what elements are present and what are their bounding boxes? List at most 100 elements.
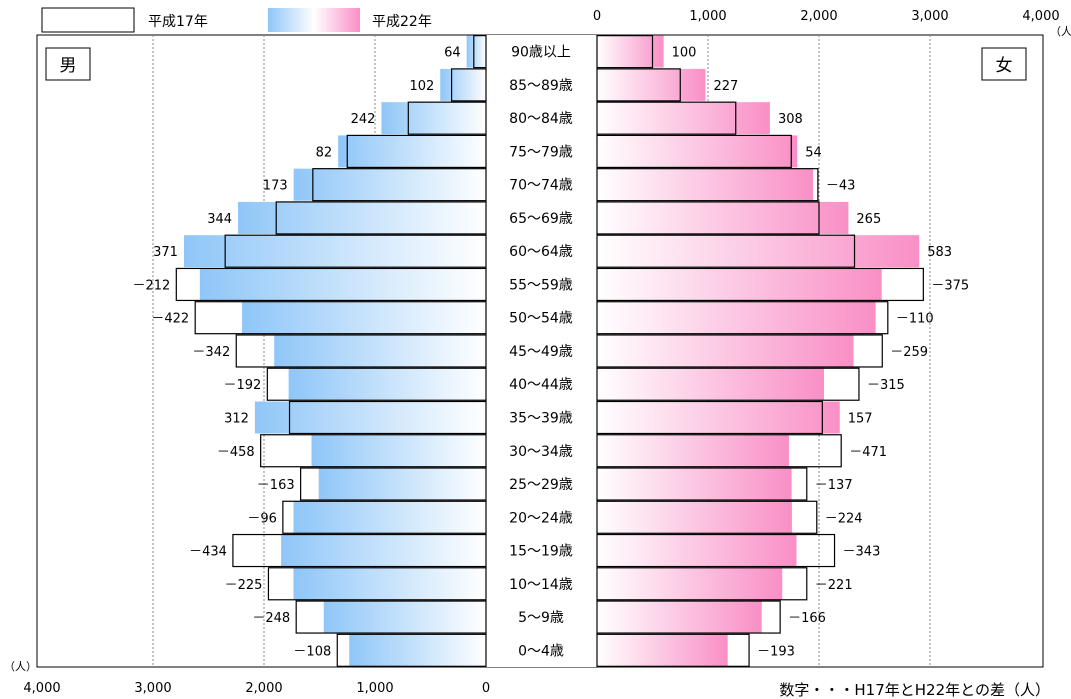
unit-label-top: （人） xyxy=(1050,25,1071,38)
bar-male-h17 xyxy=(295,600,487,634)
bar-male-h22 xyxy=(274,334,486,367)
footnote: 数字・・・H17年とH22年との差（人） xyxy=(779,681,1050,699)
bar-female-h22 xyxy=(597,301,876,334)
diff-label-male: 82 xyxy=(316,145,333,160)
legend: 平成17年 平成22年 xyxy=(41,7,432,33)
bar-male-h22 xyxy=(293,168,486,201)
bar-male-h22 xyxy=(318,468,486,501)
diff-label-male: 64 xyxy=(444,46,461,61)
age-label: 25～29歳 xyxy=(509,477,573,493)
age-label: 65～69歳 xyxy=(509,211,573,227)
bar-female-h22 xyxy=(597,534,797,567)
bar-male-h22 xyxy=(440,68,486,101)
bar-male-h22 xyxy=(466,35,486,68)
tick-top-0: 0 xyxy=(593,9,601,24)
diff-label-female: 583 xyxy=(927,245,952,260)
age-label: 50～54歳 xyxy=(509,311,573,327)
bar-male-h17 xyxy=(300,467,487,501)
age-labels: 90歳以上 85～89歳 80～84歳 75～79歳 70～74歳 65～69歳 60～64… xyxy=(509,45,573,660)
legend-label-h22: 平成22年 xyxy=(372,14,432,30)
bar-female-h22 xyxy=(597,401,840,434)
bar-male-h17 xyxy=(235,334,487,368)
tick-bottom-4: 4,000 xyxy=(23,681,60,696)
diff-label-female: －343 xyxy=(843,545,881,560)
bar-female-h22 xyxy=(597,135,798,168)
bar-male-h22 xyxy=(242,301,486,334)
age-label: 0～4歳 xyxy=(518,643,564,659)
bar-female-h17 xyxy=(596,567,808,601)
tick-bottom-1: 1,000 xyxy=(356,681,393,696)
age-label: 85～89歳 xyxy=(509,78,573,94)
bar-male-h17 xyxy=(266,367,487,401)
age-label: 55～59歳 xyxy=(509,277,573,293)
diff-label-female: －259 xyxy=(890,345,928,360)
age-label: 40～44歳 xyxy=(509,377,573,393)
diff-label-female: －471 xyxy=(849,445,887,460)
bar-male-h17 xyxy=(275,201,487,235)
bar-female-h17 xyxy=(596,101,737,135)
age-label: 20～24歳 xyxy=(509,510,573,526)
bar-female-h22 xyxy=(597,468,792,501)
diff-label-male: 173 xyxy=(263,179,288,194)
diff-label-female: －224 xyxy=(825,511,863,526)
bar-male-h17 xyxy=(232,533,487,568)
bar-male-h22 xyxy=(323,601,486,634)
bar-female-h17 xyxy=(596,633,750,667)
bar-female-h22 xyxy=(597,102,770,135)
unit-label-bottom: （人） xyxy=(4,660,37,673)
diff-label-female: 265 xyxy=(856,212,881,227)
bar-female-h22 xyxy=(597,368,824,401)
bar-male-h22 xyxy=(311,434,486,467)
tick-top-2: 2,000 xyxy=(800,9,837,24)
bar-male-h17 xyxy=(346,134,487,169)
bar-female-h22 xyxy=(597,434,789,467)
bar-female-h17 xyxy=(596,600,781,634)
tick-bottom-3: 3,000 xyxy=(134,681,171,696)
bar-female-h22 xyxy=(597,168,814,201)
diff-label-male: －212 xyxy=(132,278,170,293)
age-label: 10～14歳 xyxy=(509,577,573,593)
diff-label-male: －96 xyxy=(247,511,277,526)
diff-label-female: 100 xyxy=(672,46,697,61)
bar-female-h22 xyxy=(597,235,920,268)
bar-male-h22 xyxy=(238,201,486,234)
bar-female-h17 xyxy=(596,267,924,302)
bar-male-h22 xyxy=(349,634,486,667)
diff-label-male: －422 xyxy=(151,312,189,327)
bar-male-h17 xyxy=(194,301,487,335)
diff-label-male: 242 xyxy=(351,112,376,127)
legend-swatch-h17 xyxy=(41,7,135,33)
bar-female-h22 xyxy=(597,501,792,534)
bar-female-h22 xyxy=(597,268,882,301)
bar-male-h22 xyxy=(381,102,486,135)
bar-female-h17 xyxy=(596,467,808,501)
bar-female-h22 xyxy=(597,334,854,367)
bar-male-h17 xyxy=(336,633,487,667)
bar-female-h17 xyxy=(596,35,654,69)
age-label: 70～74歳 xyxy=(509,178,573,194)
difference-labels: 64 100 102 227 242 308 82 54 173 －43 344 265 371 583 －… xyxy=(132,46,969,660)
bar-female-h17 xyxy=(596,334,883,368)
legend-swatch-h22 xyxy=(268,8,360,32)
tick-bottom-0: 0 xyxy=(482,681,490,696)
tick-top-4: 4,000 xyxy=(1022,9,1059,24)
bar-female-h17 xyxy=(596,301,889,335)
tick-top-3: 3,000 xyxy=(911,9,948,24)
diff-label-male: －458 xyxy=(217,445,255,460)
diff-label-male: 344 xyxy=(207,212,232,227)
bar-male-h17 xyxy=(282,500,487,534)
legend-label-h17: 平成17年 xyxy=(148,14,208,30)
diff-label-female: －193 xyxy=(757,644,795,659)
bar-male-h17 xyxy=(312,168,487,202)
bar-male-h17 xyxy=(224,234,487,268)
bar-female-h17 xyxy=(596,500,818,534)
bar-female-h17 xyxy=(596,533,836,568)
bar-female-h17 xyxy=(596,68,681,102)
age-label: 80～84歳 xyxy=(509,111,573,127)
bar-male-h22 xyxy=(199,268,487,301)
diff-label-female: 54 xyxy=(805,145,822,160)
bar-female-h17 xyxy=(596,234,856,268)
male-label: 男 xyxy=(60,56,77,76)
age-label: 60～64歳 xyxy=(509,244,573,260)
